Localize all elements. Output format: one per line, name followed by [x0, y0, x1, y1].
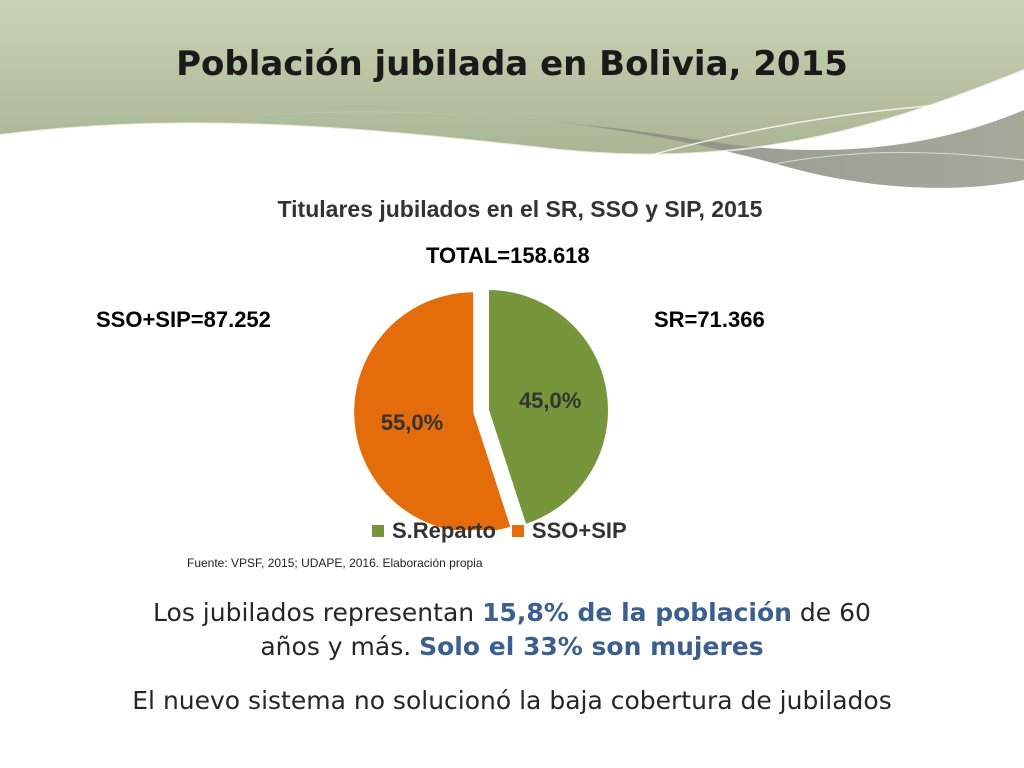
- legend-item-sso-sip: SSO+SIP: [511, 518, 627, 544]
- legend-item-s-reparto: S.Reparto: [372, 518, 496, 544]
- sr-annotation: SR=71.366: [654, 307, 765, 332]
- legend-label-sso-sip: SSO+SIP: [531, 518, 627, 543]
- legend-label-s-reparto: S.Reparto: [392, 518, 496, 543]
- summary-line-2: años y más. Solo el 33% son mujeres: [0, 630, 1024, 663]
- pie-slice-s-reparto: [487, 287, 610, 527]
- summary-text: años y más.: [260, 632, 420, 661]
- pie-slice-sso-sip: [352, 290, 513, 530]
- source-note: Fuente: VPSF, 2015; UDAPE, 2016. Elabora…: [187, 556, 483, 570]
- summary-text: de 60: [791, 598, 871, 627]
- highlight-women: Solo el 33% son mujeres: [419, 632, 764, 661]
- chart-title: Titulares jubilados en el SR, SSO y SIP,…: [277, 196, 763, 222]
- pie-chart: 45,0% 55,0%: [352, 287, 610, 530]
- total-annotation: TOTAL=158.618: [426, 243, 590, 268]
- summary-text: Los jubilados representan: [153, 598, 483, 627]
- pie-label-s-reparto: 45,0%: [519, 388, 581, 413]
- header-wave-background: [0, 0, 1024, 201]
- conclusion-line: El nuevo sistema no solucionó la baja co…: [132, 686, 892, 715]
- legend-swatch-sso-sip: [511, 525, 524, 537]
- sso-sip-annotation: SSO+SIP=87.252: [96, 307, 271, 332]
- highlight-population: 15,8% de la población: [482, 598, 792, 627]
- legend-swatch-s-reparto: [372, 525, 384, 537]
- slide-title: Población jubilada en Bolivia, 2015: [176, 44, 848, 84]
- summary-line-1: Los jubilados representan 15,8% de la po…: [0, 596, 1024, 629]
- pie-label-sso-sip: 55,0%: [381, 410, 443, 435]
- chart-legend: S.Reparto SSO+SIP: [372, 518, 643, 544]
